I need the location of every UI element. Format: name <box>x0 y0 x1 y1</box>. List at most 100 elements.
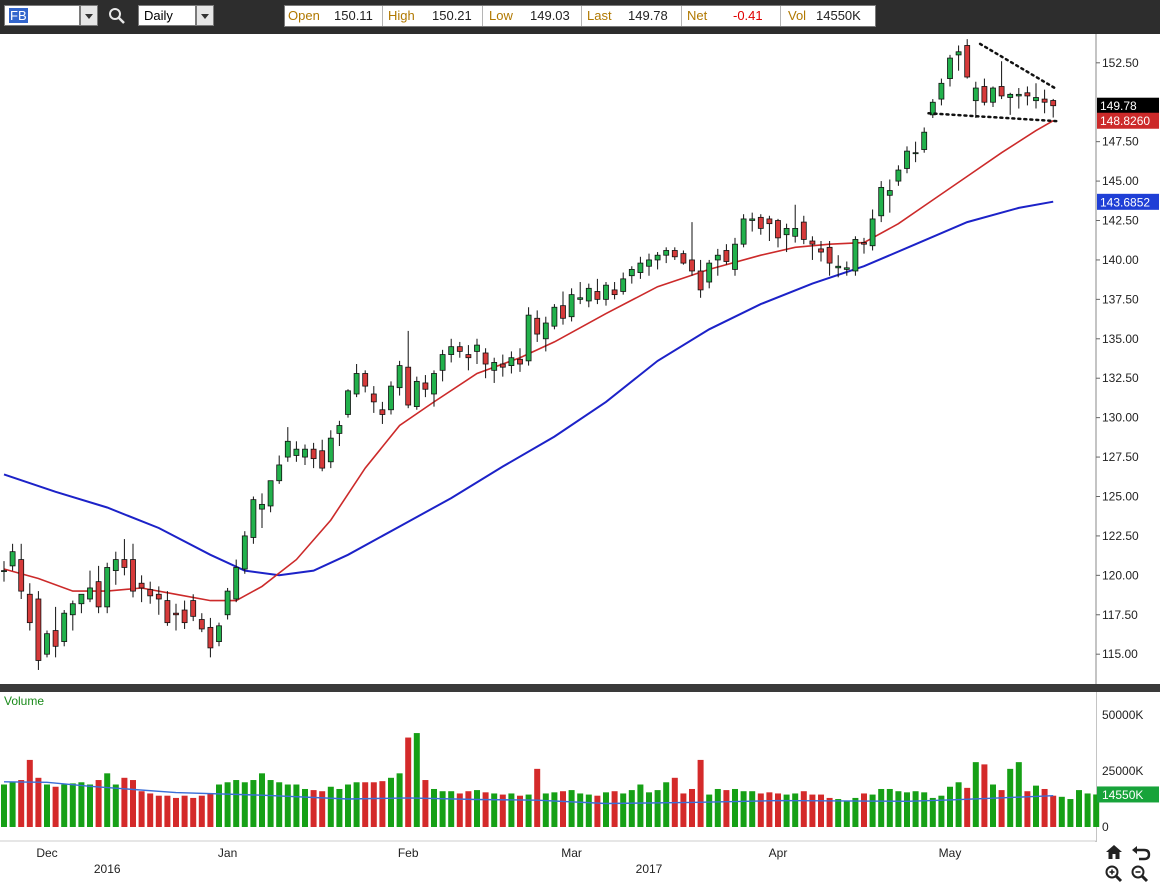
candle-body <box>921 131 928 150</box>
candle-body <box>749 218 756 221</box>
candle-body <box>87 587 93 600</box>
volume-bar <box>723 790 730 827</box>
price-label-bg <box>1097 112 1159 129</box>
volume-bar <box>130 780 136 827</box>
candle-body <box>603 284 609 300</box>
quote-low-value: 149.03 <box>530 8 570 23</box>
candle-body <box>697 270 704 291</box>
volume-pane: Volume 50000K 25000K 0 14550K <box>0 692 1159 841</box>
volume-bar <box>792 793 799 827</box>
candle-body <box>706 262 713 283</box>
candle-body <box>585 287 592 302</box>
candle-body <box>69 603 76 616</box>
volume-bar <box>766 792 773 827</box>
candle-body <box>783 227 790 236</box>
candle-body <box>474 344 480 352</box>
candle-body <box>843 267 850 270</box>
volume-bar <box>1067 799 1074 827</box>
volume-bar <box>456 793 463 827</box>
candle-body <box>465 354 472 359</box>
volume-bar <box>560 791 566 827</box>
volume-bar <box>869 794 876 827</box>
candle-body <box>61 612 68 642</box>
candle-body <box>766 218 773 225</box>
volume-bar <box>775 793 781 827</box>
symbol-text: FB <box>9 8 28 23</box>
period-select[interactable]: Daily <box>138 5 196 26</box>
candle-body <box>173 612 179 616</box>
year-label: 2016 <box>94 862 121 876</box>
candle-body <box>499 363 506 368</box>
volume-bar <box>990 784 996 827</box>
volume-bar <box>740 791 747 827</box>
symbol-dropdown-button[interactable] <box>80 5 98 26</box>
trendline <box>927 112 1059 123</box>
volume-bar <box>482 792 489 827</box>
month-label: May <box>939 846 962 860</box>
month-label: Jan <box>218 846 237 860</box>
volume-bar <box>1024 791 1031 827</box>
price-tick-label: 142.50 <box>1102 214 1139 228</box>
candle-body <box>181 609 188 624</box>
period-text: Daily <box>144 8 173 23</box>
candle-body <box>861 242 867 245</box>
volume-bar <box>370 782 377 827</box>
price-pane-bg <box>0 34 1096 683</box>
candle-body <box>800 221 807 240</box>
price-label-bg <box>1097 193 1159 210</box>
volume-bar <box>843 801 850 827</box>
candle-body <box>241 535 248 570</box>
volume-bar <box>835 799 842 827</box>
candle-body <box>663 250 670 256</box>
volume-bar <box>749 791 756 827</box>
undo-icon[interactable] <box>1130 843 1152 861</box>
volume-bar <box>173 797 179 827</box>
chart-toolbar: FB Daily Open 150.11 High 150.21 Low 149… <box>0 0 1160 34</box>
candle-body <box>370 393 377 403</box>
price-tick-label: 147.50 <box>1102 135 1139 149</box>
home-icon[interactable] <box>1104 843 1124 861</box>
volume-bar <box>525 794 532 827</box>
volume-bar <box>207 793 214 827</box>
volume-bar <box>1093 794 1100 827</box>
candle-body <box>224 590 231 616</box>
month-label: Feb <box>398 846 419 860</box>
volume-tick-label: 50000K <box>1102 708 1143 722</box>
candle-body <box>138 582 145 589</box>
candle-body <box>130 559 136 592</box>
volume-bar <box>611 791 618 827</box>
stock-chart[interactable]: 152.50 147.50 145.00 142.50 140.00 137.50 135.… <box>0 34 1160 883</box>
candle-body <box>327 437 334 463</box>
time-axis: Dec Jan Feb Mar Apr May 2016 2017 <box>0 840 1096 876</box>
candle-body <box>250 499 257 538</box>
quote-bar: Open 150.11 High 150.21 Low 149.03 Last … <box>284 5 876 27</box>
search-icon[interactable] <box>108 7 126 25</box>
volume-bar <box>508 793 515 827</box>
volume-bar <box>637 784 644 827</box>
zoom-out-icon[interactable] <box>1130 864 1150 883</box>
candle-body <box>757 216 764 229</box>
volume-bar <box>1084 793 1091 827</box>
candle-body <box>164 600 171 624</box>
candle-body <box>878 186 885 217</box>
volume-bar <box>929 797 936 827</box>
candle-body <box>568 294 575 318</box>
volume-bar <box>981 764 988 827</box>
quote-last: Last <box>587 8 612 23</box>
volume-bar <box>431 788 437 827</box>
quote-net-value: -0.41 <box>733 8 763 23</box>
volume-bar <box>439 791 446 827</box>
candlesticks <box>1 39 1057 670</box>
price-tick-label: 132.50 <box>1102 371 1139 385</box>
price-tick-label: 145.00 <box>1102 174 1139 188</box>
zoom-in-icon[interactable] <box>1104 864 1124 883</box>
symbol-input[interactable]: FB <box>4 5 80 26</box>
candle-body <box>560 305 566 319</box>
volume-bar <box>1050 795 1057 827</box>
candle-body <box>517 358 523 365</box>
volume-bar <box>646 792 652 827</box>
candle-body <box>740 218 747 245</box>
candle-body <box>388 385 394 411</box>
volume-bar <box>95 780 102 827</box>
period-dropdown-button[interactable] <box>196 5 214 26</box>
